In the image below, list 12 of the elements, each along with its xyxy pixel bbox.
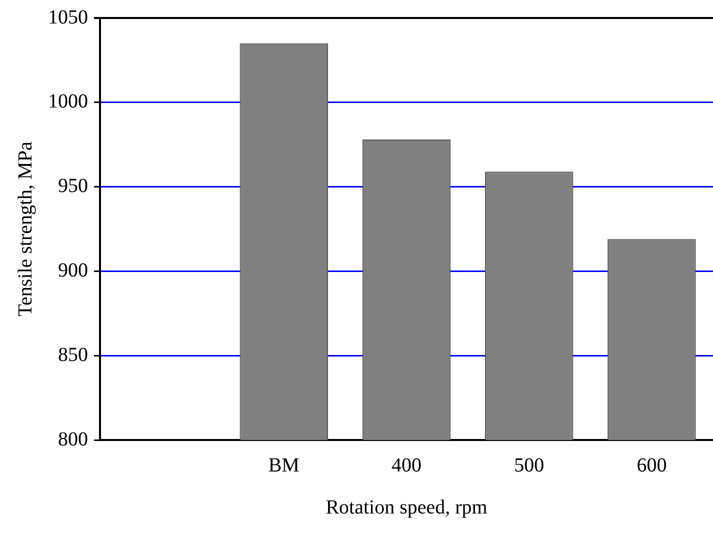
- x-tick-label: 500: [514, 454, 544, 476]
- x-tick-label: BM: [268, 454, 300, 476]
- y-tick-label: 900: [58, 259, 88, 282]
- y-tick-label: 850: [58, 344, 88, 366]
- y-axis-title: Tensile strength, MPa: [14, 142, 36, 316]
- y-tick-label: 1000: [48, 90, 88, 113]
- x-axis-title: Rotation speed, rpm: [326, 496, 488, 518]
- x-tick-label: 600: [636, 454, 667, 476]
- x-tick-label: 400: [392, 454, 422, 476]
- y-tick-label: 1050: [48, 6, 88, 28]
- y-tick-label: 950: [58, 175, 88, 198]
- y-tick-label: 800: [58, 428, 88, 450]
